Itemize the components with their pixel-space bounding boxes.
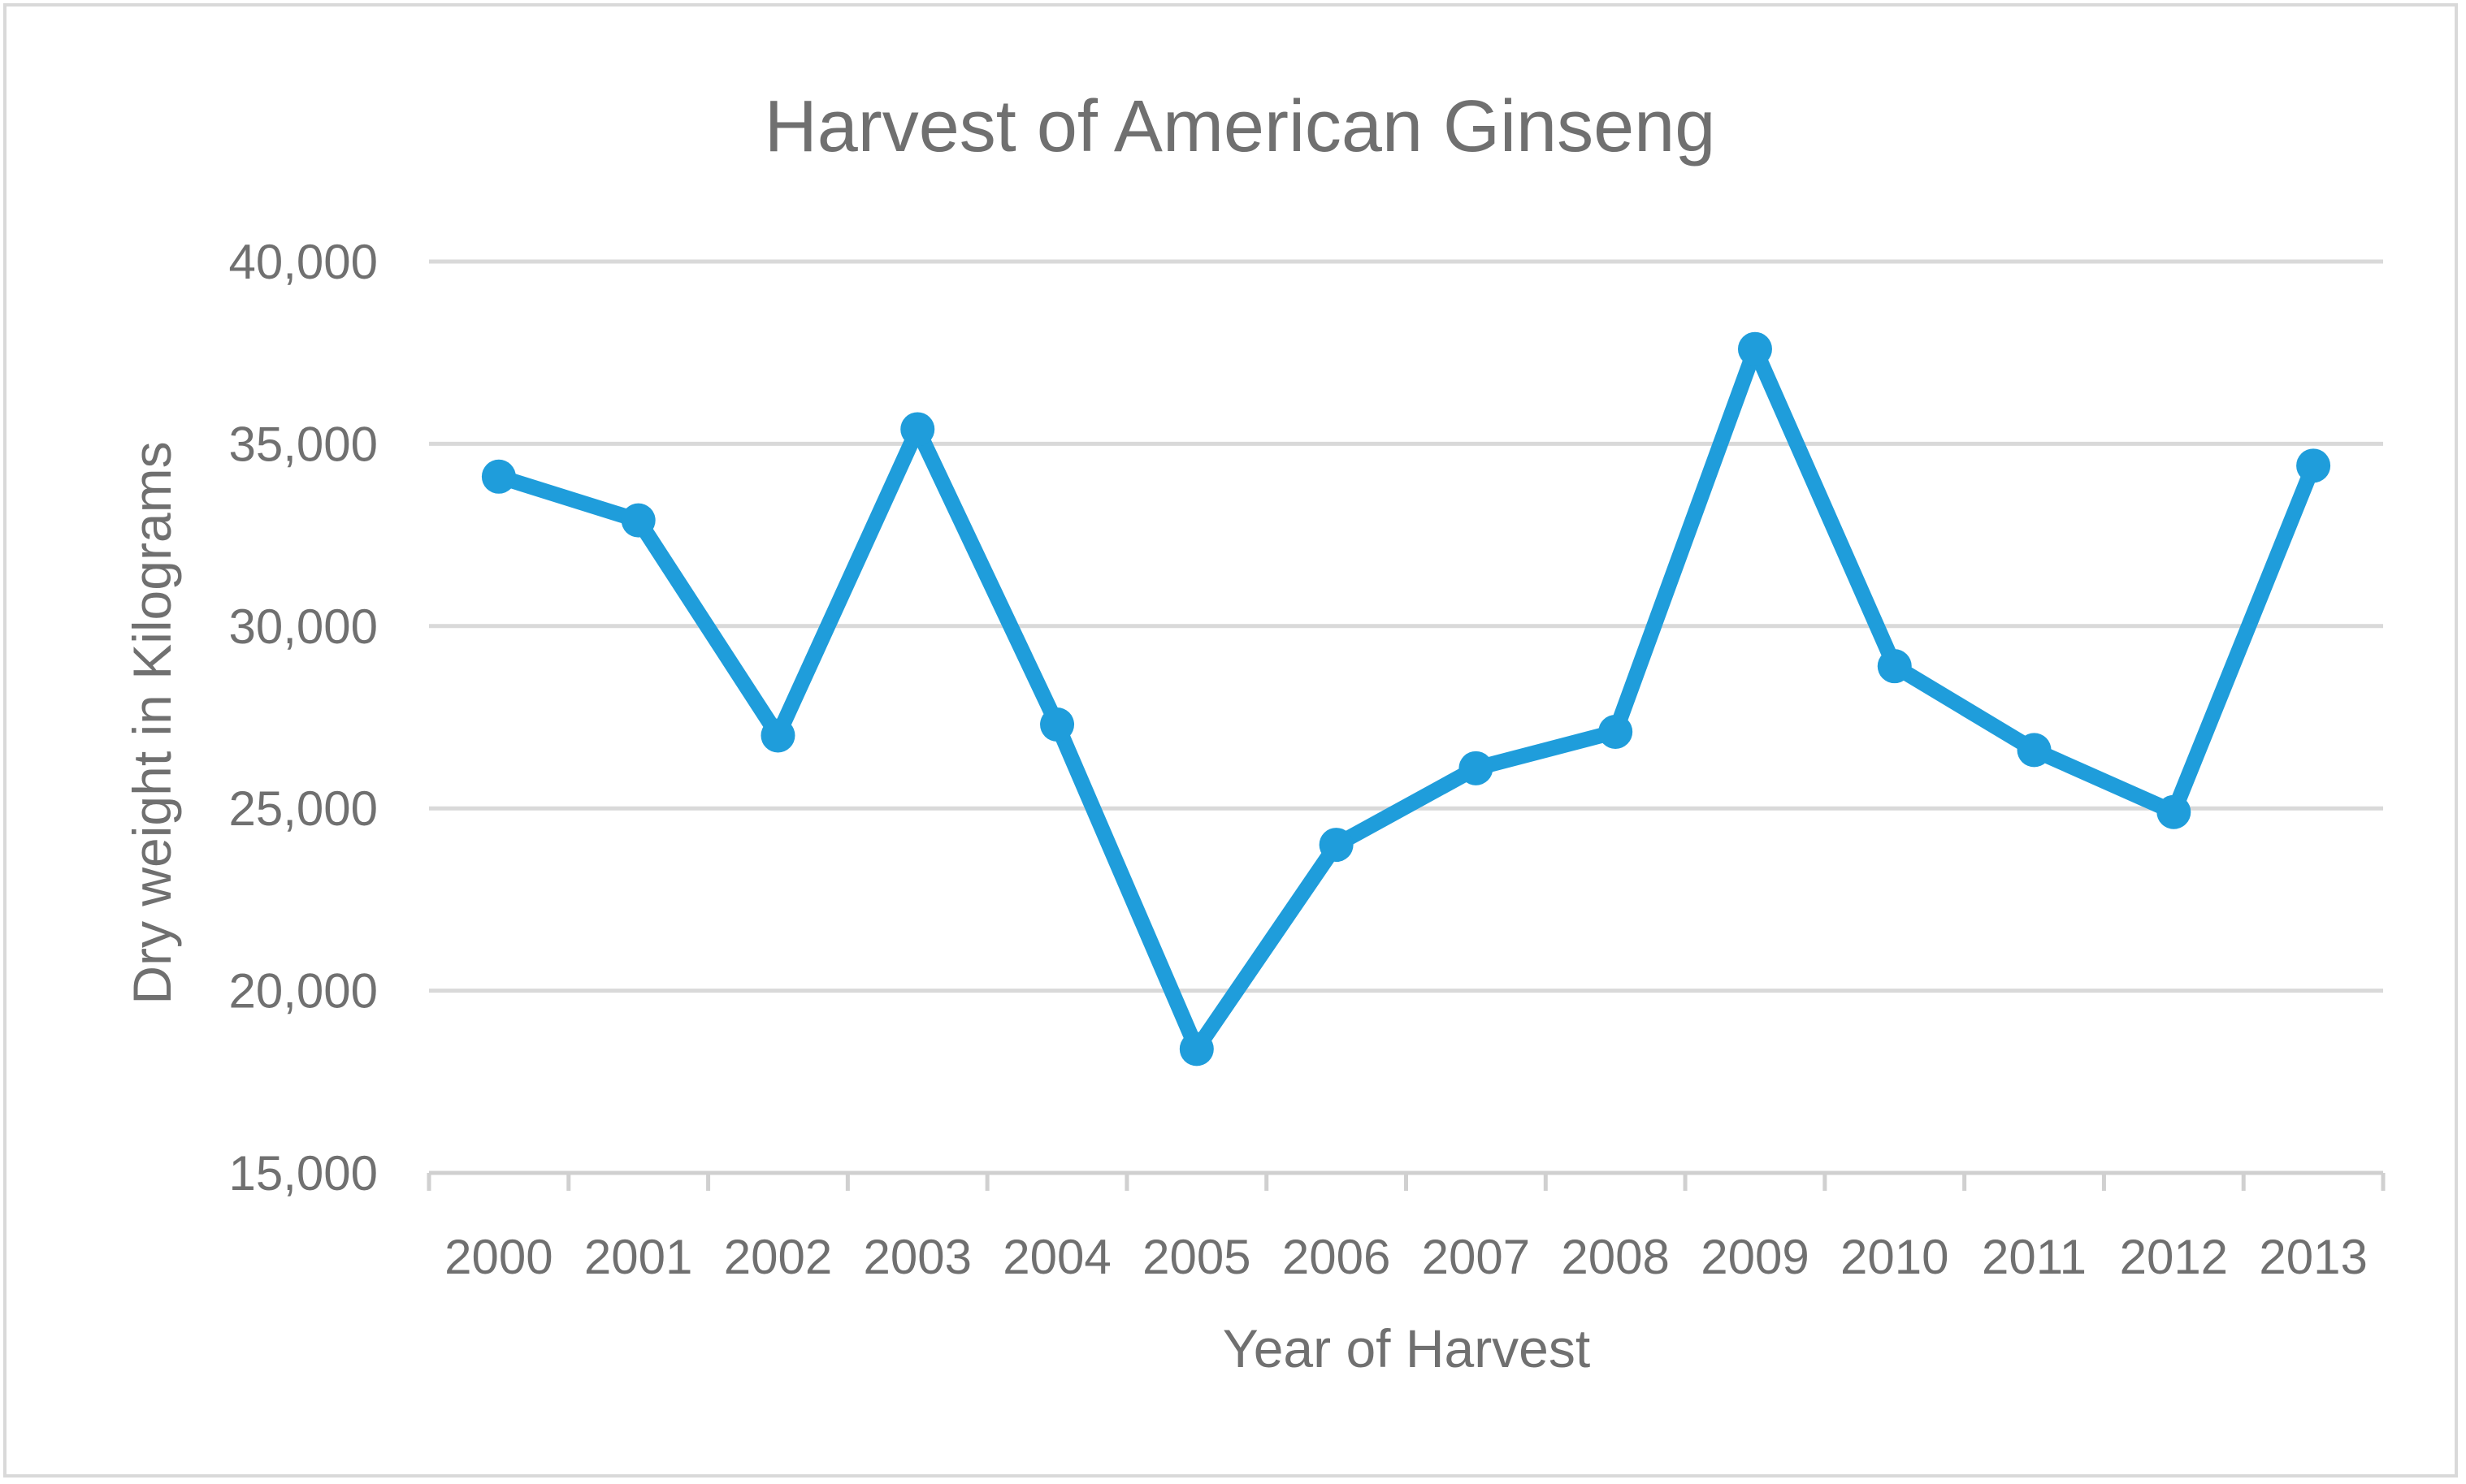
x-axis-title: Year of Harvest	[1223, 1318, 1590, 1378]
x-tick-label: 2002	[724, 1230, 832, 1284]
data-point-2000	[481, 459, 516, 494]
y-axis-tick-labels: 15,000 20,000 25,000 30,000 35,000 40,000	[228, 235, 378, 1201]
x-axis-tick-labels: 2000 2001 2002 2003 2004 2005 2006 2007 2008 2009…	[444, 1230, 2368, 1284]
series-line-group	[481, 331, 2331, 1066]
data-point-2005	[1179, 1032, 1214, 1066]
x-axis	[427, 1170, 2386, 1191]
data-point-2006	[1319, 828, 1354, 863]
x-tick-label: 2012	[2120, 1230, 2228, 1284]
data-point-2008	[1598, 714, 1633, 749]
y-tick-label: 35,000	[228, 417, 378, 471]
x-tick-label: 2010	[1840, 1230, 1948, 1284]
series-line	[491, 341, 2321, 1057]
data-point-2001	[621, 503, 656, 538]
gridlines	[429, 259, 2383, 993]
data-point-2003	[900, 412, 935, 447]
data-point-2012	[2156, 794, 2191, 829]
x-tick-label: 2011	[1982, 1230, 2087, 1284]
chart-title: Harvest of American Ginseng	[765, 86, 1716, 167]
data-point-2002	[761, 718, 795, 753]
data-point-2007	[1458, 751, 1493, 785]
x-tick-label: 2003	[864, 1230, 972, 1284]
x-tick-label: 2009	[1701, 1230, 1809, 1284]
x-tick-label: 2004	[1003, 1230, 1111, 1284]
chart-svg: Harvest of American Ginseng 15,000 20,000…	[122, 86, 2386, 1378]
x-tick-label: 2006	[1282, 1230, 1390, 1284]
x-tick-label: 2008	[1561, 1230, 1669, 1284]
data-point-2009	[1737, 331, 1772, 366]
x-tick-label: 2001	[584, 1230, 692, 1284]
data-point-2004	[1040, 707, 1075, 742]
y-tick-label: 20,000	[228, 964, 378, 1019]
y-tick-label: 40,000	[228, 235, 378, 289]
y-tick-label: 25,000	[228, 781, 378, 836]
y-tick-label: 15,000	[228, 1146, 378, 1201]
data-point-2013	[2296, 448, 2331, 483]
data-point-2011	[2017, 733, 2052, 768]
x-tick-label: 2000	[444, 1230, 553, 1284]
data-point-2010	[1877, 649, 1912, 684]
x-tick-label: 2007	[1422, 1230, 1530, 1284]
x-tick-label: 2005	[1142, 1230, 1250, 1284]
chart-frame: Harvest of American Ginseng 15,000 20,000…	[3, 3, 2458, 1478]
x-tick-label: 2013	[2259, 1230, 2367, 1284]
y-axis-title: Dry weight in Kilograms	[122, 441, 182, 1004]
y-tick-label: 30,000	[228, 599, 378, 654]
